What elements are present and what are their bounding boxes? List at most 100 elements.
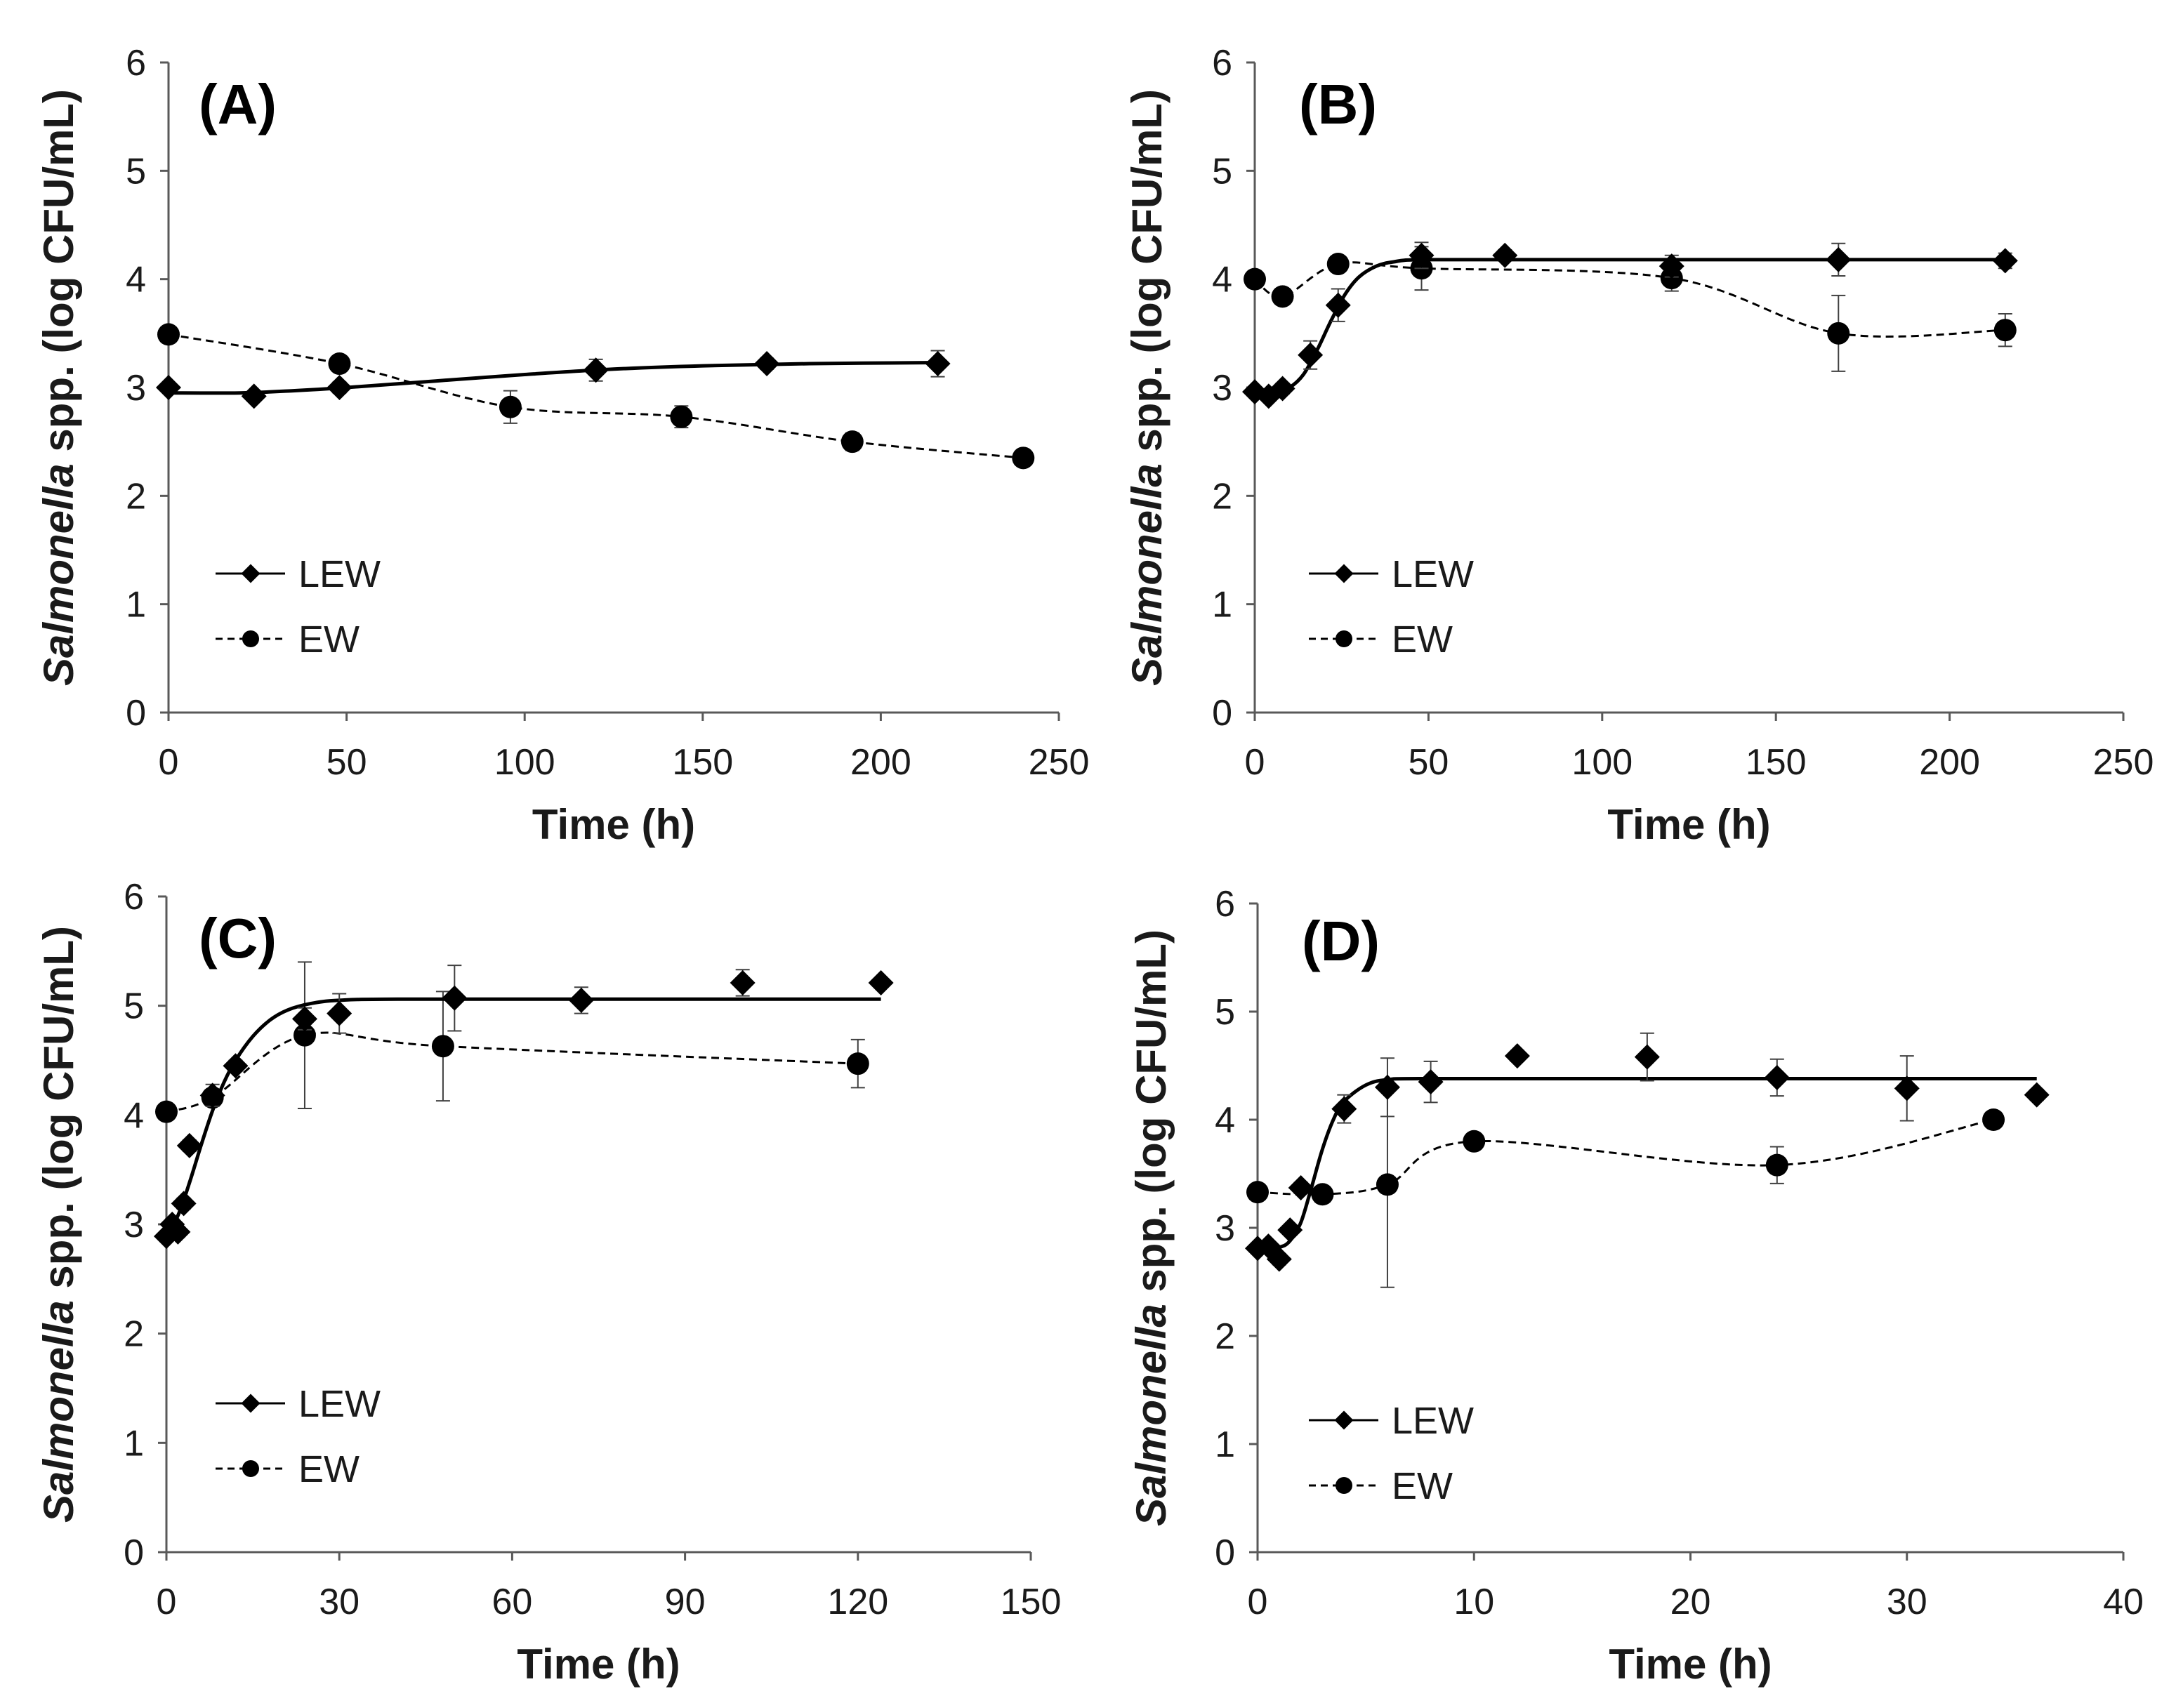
series-lew <box>1242 241 2018 409</box>
legend-marker-circle <box>242 1460 259 1477</box>
y-axis-title-unit: spp. (log CFU/mL) <box>35 89 82 463</box>
data-point-diamond <box>156 375 181 400</box>
series-lew <box>154 965 894 1250</box>
y-tick-label: 5 <box>1212 151 1232 192</box>
legend: LEW EW <box>216 553 381 661</box>
y-tick-label: 4 <box>124 1095 144 1136</box>
series-ew <box>1246 1081 2005 1288</box>
series-lew <box>156 350 951 409</box>
x-tick-label: 0 <box>1245 742 1265 783</box>
data-point-diamond <box>1659 253 1684 279</box>
series-line-dashed <box>168 333 1024 459</box>
y-axis-title-organism: Salmonella <box>1123 463 1171 686</box>
data-point-diamond <box>1266 1246 1292 1272</box>
legend-item-lew: LEW <box>1309 1400 1474 1442</box>
data-point-diamond <box>568 987 594 1013</box>
panel-label: (D) <box>1302 910 1380 972</box>
data-point-diamond <box>1492 242 1518 268</box>
y-axis-title-organism: Salmonella <box>35 463 82 686</box>
data-point-circle <box>1765 1153 1788 1177</box>
y-tick-label: 5 <box>124 986 144 1027</box>
legend-item-ew: EW <box>216 618 360 661</box>
y-tick-label: 6 <box>124 877 144 918</box>
y-tick-label: 0 <box>1215 1532 1235 1573</box>
x-tick-label: 0 <box>157 1582 177 1622</box>
data-point-diamond <box>730 969 756 995</box>
data-point-circle <box>1012 446 1035 470</box>
data-point-diamond <box>583 357 609 383</box>
legend-label: EW <box>1392 1465 1453 1507</box>
x-tick-label: 120 <box>827 1582 888 1622</box>
y-tick-label: 3 <box>1212 368 1232 409</box>
x-tick-label: 150 <box>1746 742 1807 783</box>
data-point-circle <box>499 395 522 418</box>
legend-label: LEW <box>1392 1400 1474 1442</box>
panel-label: (B) <box>1299 73 1377 135</box>
x-tick-label: 40 <box>2103 1582 2144 1622</box>
x-tick-label: 10 <box>1453 1582 1494 1622</box>
x-tick-label: 0 <box>159 742 179 783</box>
x-tick-label: 0 <box>1248 1582 1268 1622</box>
data-point-diamond <box>1331 1096 1357 1122</box>
y-tick-label: 1 <box>124 1423 144 1464</box>
x-tick-label: 30 <box>1887 1582 1927 1622</box>
data-point-diamond <box>1504 1043 1530 1069</box>
legend-label: EW <box>1392 618 1453 661</box>
y-axis-title-unit: spp. (log CFU/mL) <box>1123 89 1171 463</box>
data-point-diamond <box>1764 1064 1790 1090</box>
x-tick-label: 20 <box>1670 1582 1711 1622</box>
y-tick-label: 3 <box>126 368 146 409</box>
legend-label: LEW <box>1392 553 1474 595</box>
data-point-diamond <box>1634 1044 1660 1070</box>
x-axis-title: Time (h) <box>1607 801 1770 848</box>
x-axis-title: Time (h) <box>517 1641 680 1688</box>
data-point-diamond <box>1374 1074 1400 1100</box>
series-line-dashed <box>1254 261 2005 338</box>
x-tick-label: 250 <box>2093 742 2154 783</box>
data-point-diamond <box>1325 292 1351 318</box>
legend-marker-diamond <box>241 564 261 583</box>
x-tick-label: 50 <box>1408 742 1449 783</box>
y-tick-label: 0 <box>124 1532 144 1573</box>
legend-marker-diamond <box>1334 1410 1354 1430</box>
legend-item-lew: LEW <box>1309 553 1474 595</box>
y-tick-label: 3 <box>1215 1208 1235 1249</box>
y-tick-label: 2 <box>1212 476 1232 517</box>
data-point-circle <box>1246 1181 1269 1204</box>
x-tick-label: 90 <box>665 1582 706 1622</box>
data-point-diamond <box>327 1000 352 1026</box>
data-point-circle <box>1271 285 1294 308</box>
data-point-circle <box>840 430 864 454</box>
panel-d: 0 10 20 30 40 0 1 2 3 4 5 6 Time (h) Salmonella spp. … <box>1128 884 2144 1688</box>
series-fit-line <box>164 997 881 1236</box>
y-tick-label: 1 <box>126 585 146 625</box>
data-point-diamond <box>1826 246 1852 272</box>
legend: LEW EW <box>1309 1400 1474 1507</box>
axes: 0 30 60 90 120 150 0 1 2 3 4 5 6 <box>124 877 1061 1622</box>
data-point-circle <box>157 323 180 346</box>
y-axis-title: Salmonella spp. (log CFU/mL) <box>1123 89 1171 686</box>
legend-label: LEW <box>298 553 381 595</box>
y-tick-label: 0 <box>1212 693 1232 734</box>
data-point-diamond <box>1288 1175 1314 1201</box>
y-axis-title-unit: spp. (log CFU/mL) <box>1128 929 1175 1304</box>
data-point-diamond <box>199 1083 225 1108</box>
x-tick-label: 60 <box>492 1582 532 1622</box>
legend-marker-diamond <box>1334 564 1354 583</box>
y-axis-title-unit: spp. (log CFU/mL) <box>35 926 82 1300</box>
data-point-circle <box>846 1052 869 1075</box>
y-tick-label: 2 <box>1215 1316 1235 1357</box>
panel-label: (A) <box>199 73 277 135</box>
x-tick-label: 30 <box>319 1582 360 1622</box>
x-tick-label: 200 <box>1919 742 1980 783</box>
data-point-circle <box>328 352 351 376</box>
series-fit-line <box>168 361 938 395</box>
y-tick-label: 6 <box>126 43 146 84</box>
data-point-diamond <box>1298 342 1324 368</box>
x-tick-label: 150 <box>672 742 733 783</box>
series-ew <box>157 323 1035 470</box>
y-tick-label: 4 <box>126 260 146 300</box>
data-point-diamond <box>925 351 951 377</box>
y-tick-label: 2 <box>124 1314 144 1355</box>
